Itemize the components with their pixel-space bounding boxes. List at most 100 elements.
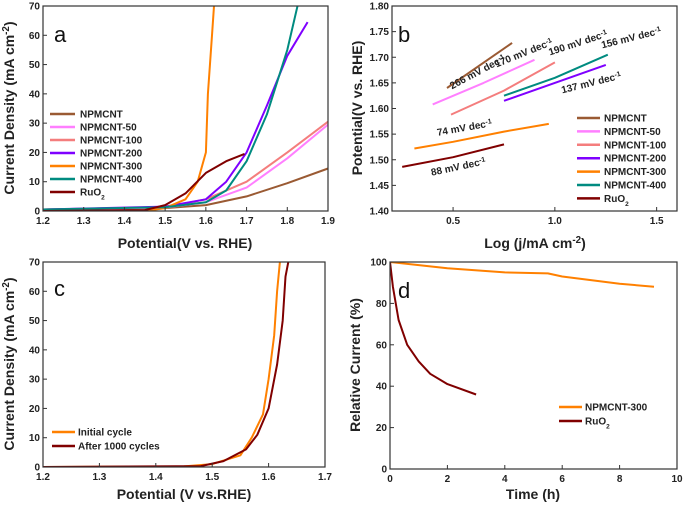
series-line-ruo2 xyxy=(402,143,505,168)
y-tick-label: 40 xyxy=(376,382,388,393)
slope-annotation: 156 mV dec-1 xyxy=(600,25,662,51)
y-tick-label: 40 xyxy=(29,89,41,100)
x-tick-label: 10 xyxy=(671,474,683,485)
y-tick-label: 80 xyxy=(376,299,388,310)
y-tick-label: 20 xyxy=(376,423,388,434)
x-tick-label: 1.7 xyxy=(318,472,332,483)
x-axis-label: Potential(V vs. RHE) xyxy=(118,235,253,251)
slope-annotation: 190 mV dec-1 xyxy=(547,28,609,58)
y-tick-label: 0 xyxy=(381,465,387,476)
y-tick-label: 60 xyxy=(376,340,388,351)
y-tick-label: 70 xyxy=(29,258,41,269)
series-line-ruo2 xyxy=(43,152,245,211)
y-axis-label: Relative Current (%) xyxy=(347,298,363,432)
legend-label: After 1000 cycles xyxy=(78,442,160,453)
x-axis-label: Time (h) xyxy=(506,486,560,502)
x-tick-label: 1.4 xyxy=(117,216,131,227)
slope-annotation: 137 mV dec-1 xyxy=(560,70,622,96)
panel-letter: a xyxy=(54,22,67,47)
x-tick-label: 4 xyxy=(502,474,508,485)
x-tick-label: 1.5 xyxy=(650,216,664,227)
x-axis-label: Potential (V vs.RHE) xyxy=(117,486,252,502)
series-line-npmcnt-300 xyxy=(414,122,549,150)
legend-label: NPMCNT-300 xyxy=(80,162,143,173)
plot-frame xyxy=(389,261,678,470)
y-tick-label: 1.60 xyxy=(370,104,390,115)
legend-label: NPMCNT-50 xyxy=(604,127,661,138)
legend-label: RuO2 xyxy=(604,194,629,208)
y-axis-label: Current Density (mA cm-2) xyxy=(1,277,18,450)
series-line-npmcnt-300 xyxy=(390,262,655,288)
y-tick-label: 50 xyxy=(29,60,41,71)
panel-a: NPMCNT NPMCNT-50 NPMCNT-100 NPMCNT-200 NPMCN… xyxy=(1,2,336,252)
legend-label: NPMCNT xyxy=(80,110,123,121)
series-line-ruo2 xyxy=(390,262,477,396)
legend-label: RuO2 xyxy=(585,417,610,431)
x-tick-label: 1.2 xyxy=(36,472,50,483)
legend-label: NPMCNT-400 xyxy=(80,175,143,186)
y-axis-label: Potential(V vs. RHE) xyxy=(349,41,365,176)
plot-frame xyxy=(42,5,329,212)
legend-label: NPMCNT-200 xyxy=(604,154,667,165)
x-tick-label: 1.9 xyxy=(321,216,335,227)
x-tick-label: 1.3 xyxy=(77,216,91,227)
x-tick-label: 1.0 xyxy=(548,216,562,227)
legend-label: NPMCNT-100 xyxy=(80,136,143,147)
x-tick-label: 0.5 xyxy=(446,216,460,227)
legend-label: NPMCNT-400 xyxy=(604,181,667,192)
y-tick-label: 30 xyxy=(29,119,41,130)
y-tick-label: 1.40 xyxy=(370,207,390,218)
plot-frame xyxy=(42,261,326,468)
y-tick-label: 1.70 xyxy=(370,53,390,64)
legend-label: NPMCNT-200 xyxy=(80,149,143,160)
x-tick-label: 1.8 xyxy=(280,216,294,227)
legend-label: NPMCNT-300 xyxy=(604,167,667,178)
y-tick-label: 20 xyxy=(29,404,41,415)
legend-label: RuO2 xyxy=(80,188,105,202)
x-tick-label: 1.5 xyxy=(158,216,172,227)
legend-label: Initial cycle xyxy=(78,428,132,439)
y-axis-label: Current Density (mA cm-2) xyxy=(1,21,18,194)
y-tick-label: 60 xyxy=(29,31,41,42)
y-tick-label: 1.55 xyxy=(370,130,390,141)
y-tick-label: 1.75 xyxy=(370,27,390,38)
x-tick-label: 1.6 xyxy=(262,472,276,483)
y-tick-label: 1.45 xyxy=(370,181,390,192)
x-tick-label: 1.5 xyxy=(205,472,219,483)
y-tick-label: 30 xyxy=(29,375,41,386)
y-tick-label: 0 xyxy=(34,207,40,218)
panel-letter: d xyxy=(398,278,410,303)
y-tick-label: 1.50 xyxy=(370,155,390,166)
x-tick-label: 0 xyxy=(387,474,393,485)
y-tick-label: 20 xyxy=(29,148,41,159)
y-tick-label: 1.65 xyxy=(370,78,390,89)
x-tick-label: 1.7 xyxy=(240,216,254,227)
y-tick-label: 10 xyxy=(29,433,41,444)
legend-label: NPMCNT-100 xyxy=(604,140,667,151)
series-line-npmcnt-200 xyxy=(503,63,607,102)
x-tick-label: 1.6 xyxy=(199,216,213,227)
series-line-npmcnt-400 xyxy=(503,53,609,97)
y-tick-label: 10 xyxy=(29,177,41,188)
x-tick-label: 1.3 xyxy=(92,472,106,483)
y-tick-label: 60 xyxy=(29,287,41,298)
y-tick-label: 0 xyxy=(34,463,40,474)
x-tick-label: 2 xyxy=(445,474,451,485)
legend-label: NPMCNT-300 xyxy=(585,403,648,414)
x-axis-label: Log (j/mA cm-2) xyxy=(484,235,586,252)
y-tick-label: 40 xyxy=(29,345,41,356)
legend-label: NPMCNT xyxy=(604,114,647,125)
series-line-npmcnt xyxy=(446,42,513,89)
y-tick-label: 50 xyxy=(29,316,41,327)
panel-letter: b xyxy=(398,22,410,47)
series-line-npmcnt-100 xyxy=(450,61,556,116)
x-tick-label: 1.4 xyxy=(149,472,163,483)
y-tick-label: 100 xyxy=(370,258,387,269)
panel-letter: c xyxy=(54,276,65,301)
series-line-npmcnt-400 xyxy=(43,6,299,211)
y-tick-label: 1.80 xyxy=(370,2,390,13)
x-tick-label: 8 xyxy=(617,474,623,485)
series-line-npmcnt-50 xyxy=(432,58,535,106)
